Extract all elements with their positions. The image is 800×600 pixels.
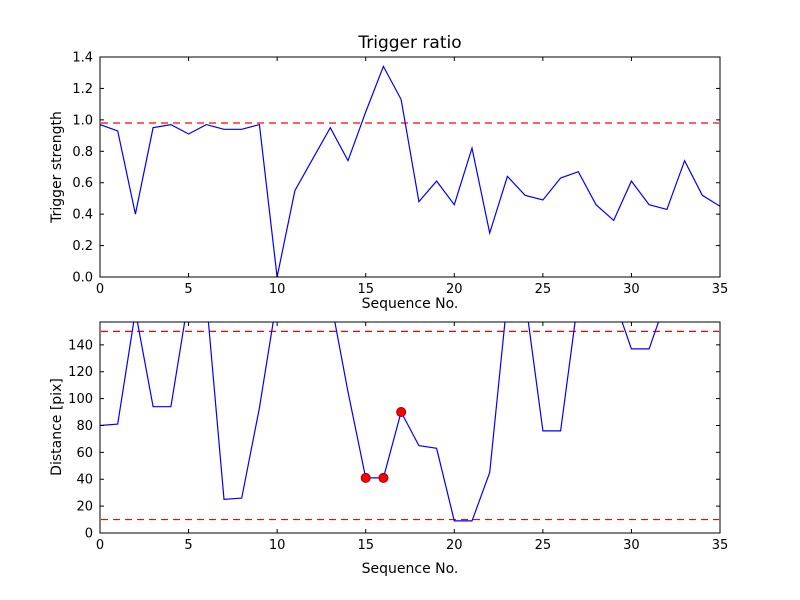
- x-axis-label-top: Sequence No.: [361, 296, 459, 312]
- y-tick-label: 0.4: [72, 208, 93, 223]
- y-tick-label: 0.0: [72, 271, 93, 286]
- y-tick-label: 80: [76, 419, 93, 434]
- y-tick-label: 20: [76, 500, 93, 515]
- chart-title: Trigger ratio: [358, 33, 462, 53]
- x-tick-label: 15: [357, 282, 374, 297]
- y-tick-label: 140: [68, 338, 93, 353]
- x-tick-label: 0: [96, 282, 104, 297]
- x-tick-label: 20: [446, 282, 463, 297]
- x-tick-label: 30: [623, 538, 640, 553]
- y-tick-label: 1.0: [72, 113, 93, 128]
- trigger-strength-line: [100, 64, 720, 277]
- axes-frame: [99, 321, 721, 534]
- y-tick-label: 1.2: [72, 82, 93, 97]
- y-tick-label: 60: [76, 446, 93, 461]
- x-tick-label: 0: [96, 538, 104, 553]
- x-tick-label: 35: [712, 282, 729, 297]
- event-marker: [396, 407, 407, 418]
- x-axis-label-bottom: Sequence No.: [361, 561, 459, 577]
- x-tick-label: 25: [535, 538, 552, 553]
- x-tick-label: 15: [357, 538, 374, 553]
- y-tick-label: 120: [68, 365, 93, 380]
- y-tick-label: 40: [76, 473, 93, 488]
- distance-line: [100, 322, 660, 522]
- y-tick-label: 0.2: [72, 239, 93, 254]
- event-marker: [360, 472, 371, 483]
- y-tick-label: 1.4: [72, 51, 93, 66]
- x-tick-label: 30: [623, 282, 640, 297]
- event-marker: [378, 472, 389, 483]
- x-tick-label: 20: [446, 538, 463, 553]
- x-tick-label: 5: [184, 538, 192, 553]
- axes-frame: [99, 56, 721, 278]
- x-tick-label: 35: [712, 538, 729, 553]
- y-tick-label: 100: [68, 392, 93, 407]
- x-tick-label: 10: [269, 282, 286, 297]
- x-tick-label: 25: [535, 282, 552, 297]
- y-tick-label: 0.8: [72, 145, 93, 160]
- y-tick-label: 0.6: [72, 176, 93, 191]
- x-tick-label: 5: [184, 282, 192, 297]
- y-tick-label: 0: [85, 527, 93, 542]
- x-tick-label: 10: [269, 538, 286, 553]
